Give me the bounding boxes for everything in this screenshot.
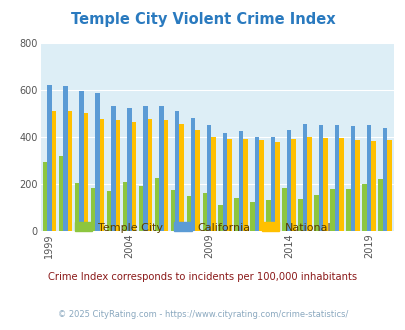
Bar	[298, 199, 302, 231]
Bar	[218, 205, 222, 231]
Bar	[190, 118, 195, 231]
Bar	[361, 184, 366, 231]
Bar	[318, 125, 322, 231]
Bar	[51, 111, 56, 231]
Bar	[75, 183, 79, 231]
Bar	[339, 138, 343, 231]
Bar	[259, 141, 263, 231]
Text: Temple City Violent Crime Index: Temple City Violent Crime Index	[70, 12, 335, 26]
Bar	[350, 126, 354, 231]
Bar	[386, 141, 391, 231]
Bar	[291, 139, 295, 231]
Bar	[127, 108, 131, 231]
Bar	[275, 142, 279, 231]
Legend: Temple City, California, National: Temple City, California, National	[70, 218, 335, 237]
Bar	[377, 179, 382, 231]
Bar	[202, 193, 207, 231]
Bar	[270, 137, 275, 231]
Text: Crime Index corresponds to incidents per 100,000 inhabitants: Crime Index corresponds to incidents per…	[48, 272, 357, 282]
Bar	[111, 106, 115, 231]
Bar	[99, 119, 104, 231]
Bar	[207, 125, 211, 231]
Bar	[138, 186, 143, 231]
Bar	[147, 119, 151, 231]
Bar	[382, 128, 386, 231]
Bar	[345, 189, 350, 231]
Bar	[211, 137, 215, 231]
Bar	[68, 111, 72, 231]
Bar	[334, 125, 339, 231]
Bar	[179, 124, 183, 231]
Bar	[170, 190, 175, 231]
Bar	[58, 156, 63, 231]
Bar	[243, 139, 247, 231]
Bar	[186, 196, 190, 231]
Bar	[195, 130, 199, 231]
Bar	[266, 200, 270, 231]
Text: © 2025 CityRating.com - https://www.cityrating.com/crime-statistics/: © 2025 CityRating.com - https://www.city…	[58, 310, 347, 319]
Bar	[47, 85, 51, 231]
Bar	[330, 189, 334, 231]
Bar	[354, 141, 359, 231]
Bar	[79, 91, 83, 231]
Bar	[307, 137, 311, 231]
Bar	[122, 182, 127, 231]
Bar	[131, 122, 136, 231]
Bar	[175, 111, 179, 231]
Bar	[302, 124, 307, 231]
Bar	[83, 114, 88, 231]
Bar	[107, 191, 111, 231]
Bar	[239, 131, 243, 231]
Bar	[43, 162, 47, 231]
Bar	[250, 202, 254, 231]
Bar	[154, 178, 159, 231]
Bar	[159, 106, 163, 231]
Bar	[370, 141, 375, 231]
Bar	[227, 139, 231, 231]
Bar	[313, 195, 318, 231]
Bar	[322, 138, 327, 231]
Bar	[222, 133, 227, 231]
Bar	[254, 137, 259, 231]
Bar	[95, 93, 99, 231]
Bar	[366, 125, 370, 231]
Bar	[282, 187, 286, 231]
Bar	[143, 106, 147, 231]
Bar	[234, 198, 239, 231]
Bar	[90, 187, 95, 231]
Bar	[63, 86, 68, 231]
Bar	[115, 120, 120, 231]
Bar	[163, 120, 168, 231]
Bar	[286, 130, 291, 231]
